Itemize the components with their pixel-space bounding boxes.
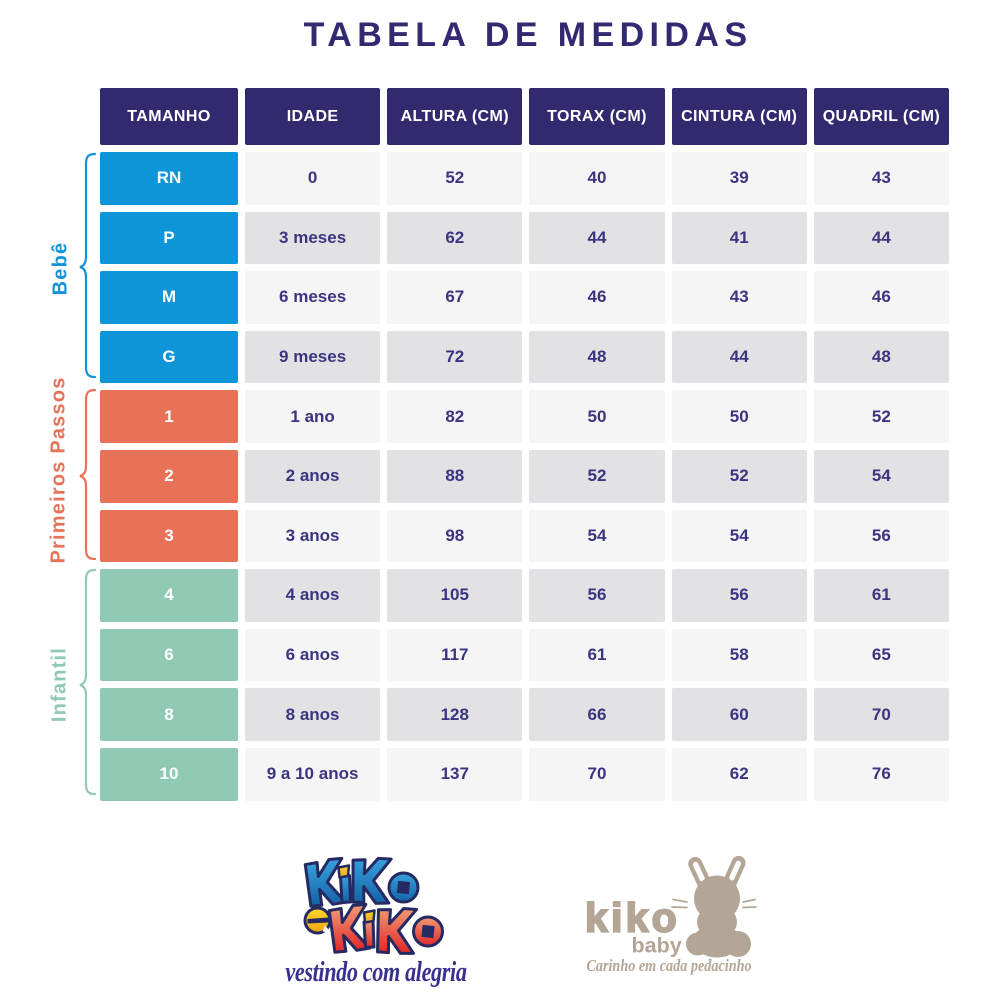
svg-text:baby: baby [632, 934, 682, 958]
svg-text:kiko: kiko [585, 895, 680, 941]
